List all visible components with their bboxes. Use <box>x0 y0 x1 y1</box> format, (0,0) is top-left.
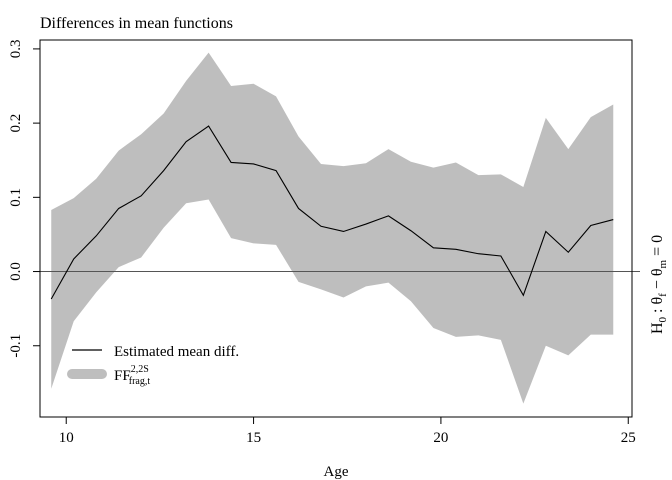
hypothesis-colon: : <box>649 304 666 316</box>
x-axis: 10 15 20 25 <box>59 417 636 446</box>
hypothesis-theta-m-sub: m <box>657 259 669 268</box>
x-tick-label: 15 <box>246 430 261 446</box>
x-tick-label: 20 <box>433 430 448 446</box>
hypothesis-theta-f: θ <box>649 297 666 305</box>
hypothesis-theta-m: θ <box>649 268 666 276</box>
y-axis: -0.1 0.0 0.1 0.2 0.3 <box>8 40 40 358</box>
legend-label-estimate: Estimated mean diff. <box>114 344 239 360</box>
x-tick-label: 25 <box>621 430 636 446</box>
hypothesis-h: H <box>649 322 666 334</box>
confidence-band <box>51 52 614 404</box>
y-tick-label: 0.2 <box>8 114 24 133</box>
plot-area <box>40 52 640 404</box>
legend: Estimated mean diff. FF2,2S frag,t <box>67 344 239 387</box>
legend-label-band: FF2,2S frag,t <box>114 364 150 387</box>
x-tick-label: 10 <box>59 430 74 446</box>
hypothesis-minus: − <box>649 276 666 293</box>
legend-band-base: FF <box>114 368 131 384</box>
y-tick-label: 0.3 <box>8 40 24 59</box>
mean-difference-line <box>50 125 614 300</box>
hypothesis-label: H0 : θf − θm = 0 <box>649 235 669 334</box>
legend-band-sup: 2,2S <box>131 364 149 375</box>
plot-frame <box>39 39 633 418</box>
x-axis-label: Age <box>324 464 349 480</box>
hypothesis-theta-f-sub: f <box>657 293 669 297</box>
hypothesis-h-sub: 0 <box>657 316 669 322</box>
y-tick-label: 0.0 <box>8 262 24 281</box>
legend-band-sub: frag,t <box>129 376 151 387</box>
y-tick-label: -0.1 <box>8 334 24 358</box>
y-tick-label: 0.1 <box>8 188 24 207</box>
chart-title: Differences in mean functions <box>40 15 233 32</box>
hypothesis-equals: = 0 <box>649 235 666 260</box>
